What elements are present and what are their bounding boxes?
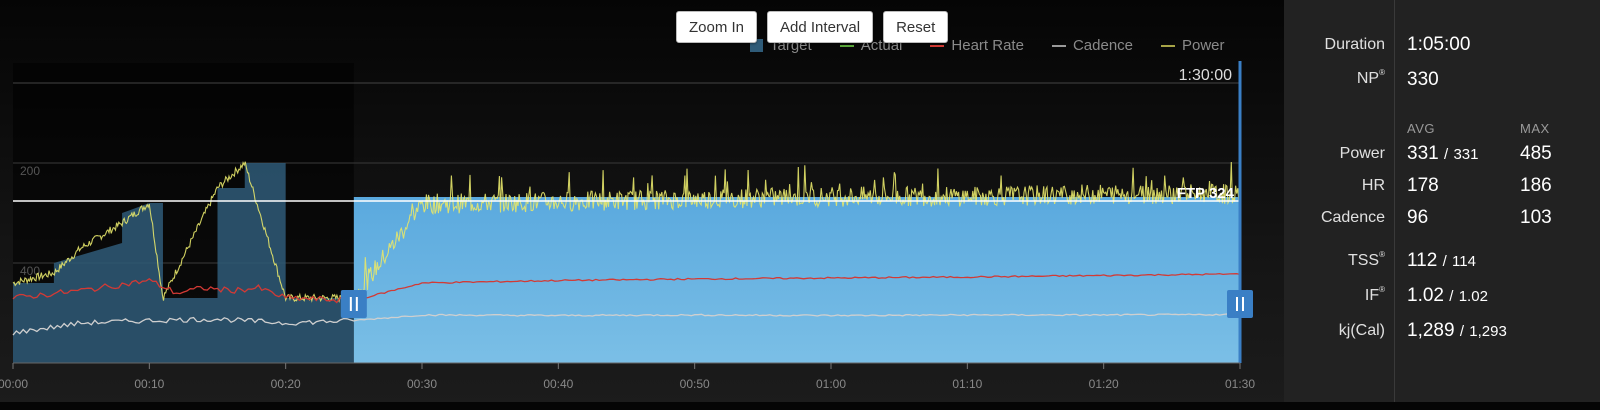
duration-label: Duration [1324, 36, 1385, 53]
if-registered-mark: ® [1379, 285, 1385, 294]
if-label-text: IF [1364, 287, 1380, 304]
selection-start-handle[interactable] [340, 290, 367, 318]
max-header: MAX [1520, 121, 1550, 136]
x-tick-label-9: 01:30 [1225, 377, 1255, 391]
tss-separator: / [1442, 253, 1447, 270]
selection-end-handle[interactable] [1227, 290, 1253, 318]
workout-chart[interactable]: 400 200 FTP 324 1:30:00 00:00 00:10 00:20 00:30… [0, 0, 1284, 410]
cadence-series-line [12, 313, 1241, 336]
power-separator: / [1443, 146, 1449, 163]
if-separator: / [1449, 288, 1454, 305]
ftp-label: FTP 324 [1177, 185, 1235, 202]
power-avg-value: 331 / 331 [1407, 143, 1478, 165]
if-value: 1.02 / 1.02 [1407, 285, 1488, 307]
bottom-strip [0, 402, 1600, 410]
zoom-in-button[interactable]: Zoom In [676, 11, 758, 43]
actual-swatch-icon [839, 44, 854, 47]
legend-label-heart-rate: Heart Rate [951, 37, 1024, 54]
tss-registered-mark: ® [1379, 250, 1385, 259]
np-value: 330 [1407, 69, 1439, 90]
x-tick-label-7: 01:10 [952, 377, 982, 391]
cadence-avg-value: 96 [1407, 207, 1429, 228]
power-swatch-icon [1161, 44, 1175, 47]
power-avg-sub: 331 [1453, 146, 1479, 163]
legend-label-cadence: Cadence [1072, 37, 1133, 54]
tss-label: TSS® [1347, 250, 1385, 270]
x-tick-label-8: 01:20 [1089, 377, 1119, 391]
duration-label: 1:30:00 [1179, 67, 1232, 84]
kj-value: 1,289 / 1,293 [1407, 320, 1507, 342]
legend-item-cadence[interactable]: Cadence [1051, 37, 1133, 54]
cadence-swatch-icon [1051, 44, 1066, 47]
legend-item-heart-rate[interactable]: Heart Rate [930, 37, 1024, 54]
y-tick-label-200: 400 [20, 264, 40, 278]
heart-rate-series-line [12, 272, 1241, 304]
np-label: NP® [1356, 68, 1385, 88]
selected-interval-area [353, 197, 1240, 363]
legend-label-power: Power [1182, 37, 1225, 54]
x-tick-label-5: 00:50 [680, 377, 710, 391]
kj-main: 1,289 [1407, 320, 1455, 341]
cadence-label: Cadence [1320, 209, 1385, 226]
np-registered-mark: ® [1379, 68, 1385, 77]
if-main: 1.02 [1407, 285, 1444, 306]
tss-sub: 114 [1452, 253, 1476, 270]
heart-rate-swatch-icon [930, 44, 945, 47]
power-label: Power [1339, 145, 1385, 162]
x-tick-label-6: 01:00 [816, 377, 846, 391]
power-series-line [12, 161, 1241, 306]
stats-panel: Duration 1:05:00 NP® 330 AVG MAX Power 3… [1284, 0, 1600, 402]
kj-sub: 1,293 [1469, 323, 1507, 340]
x-tick-label-3: 00:30 [407, 377, 437, 391]
workout-chart-area[interactable]: 400 200 FTP 324 1:30:00 00:00 00:10 00:20 00:30… [0, 0, 1284, 410]
power-avg: 331 [1407, 143, 1439, 164]
hr-label: HR [1361, 177, 1385, 194]
power-max-value: 485 [1520, 143, 1552, 164]
x-tick-label-2: 00:20 [271, 377, 301, 391]
x-tick-label-1: 00:10 [134, 377, 164, 391]
y-tick-label-400: 200 [20, 164, 40, 178]
x-tick-label-4: 00:40 [543, 377, 573, 391]
add-interval-button[interactable]: Add Interval [767, 11, 874, 43]
if-sub: 1.02 [1458, 288, 1488, 305]
np-label-text: NP [1356, 70, 1380, 87]
cadence-max-value: 103 [1520, 207, 1552, 228]
duration-value: 1:05:00 [1407, 34, 1471, 55]
hr-avg-value: 178 [1407, 175, 1439, 196]
chart-toolbar: Zoom In Add Interval Reset [676, 11, 949, 43]
kj-separator: / [1459, 323, 1464, 340]
tss-main: 112 [1407, 250, 1438, 271]
kj-label: kj(Cal) [1338, 322, 1385, 339]
legend-item-power[interactable]: Power [1161, 37, 1225, 54]
selection-start-handle-body [340, 290, 367, 318]
tss-label-text: TSS [1347, 252, 1380, 269]
x-tick-label-0: 00:00 [0, 377, 28, 391]
stats-divider [1394, 0, 1395, 402]
target-area-pre [13, 163, 354, 363]
reset-button[interactable]: Reset [883, 11, 949, 43]
selection-end-handle-body [1227, 290, 1253, 318]
avg-header: AVG [1407, 121, 1435, 136]
hr-max-value: 186 [1520, 175, 1552, 196]
tss-value: 112 / 114 [1407, 250, 1476, 272]
if-label: IF® [1364, 285, 1385, 305]
